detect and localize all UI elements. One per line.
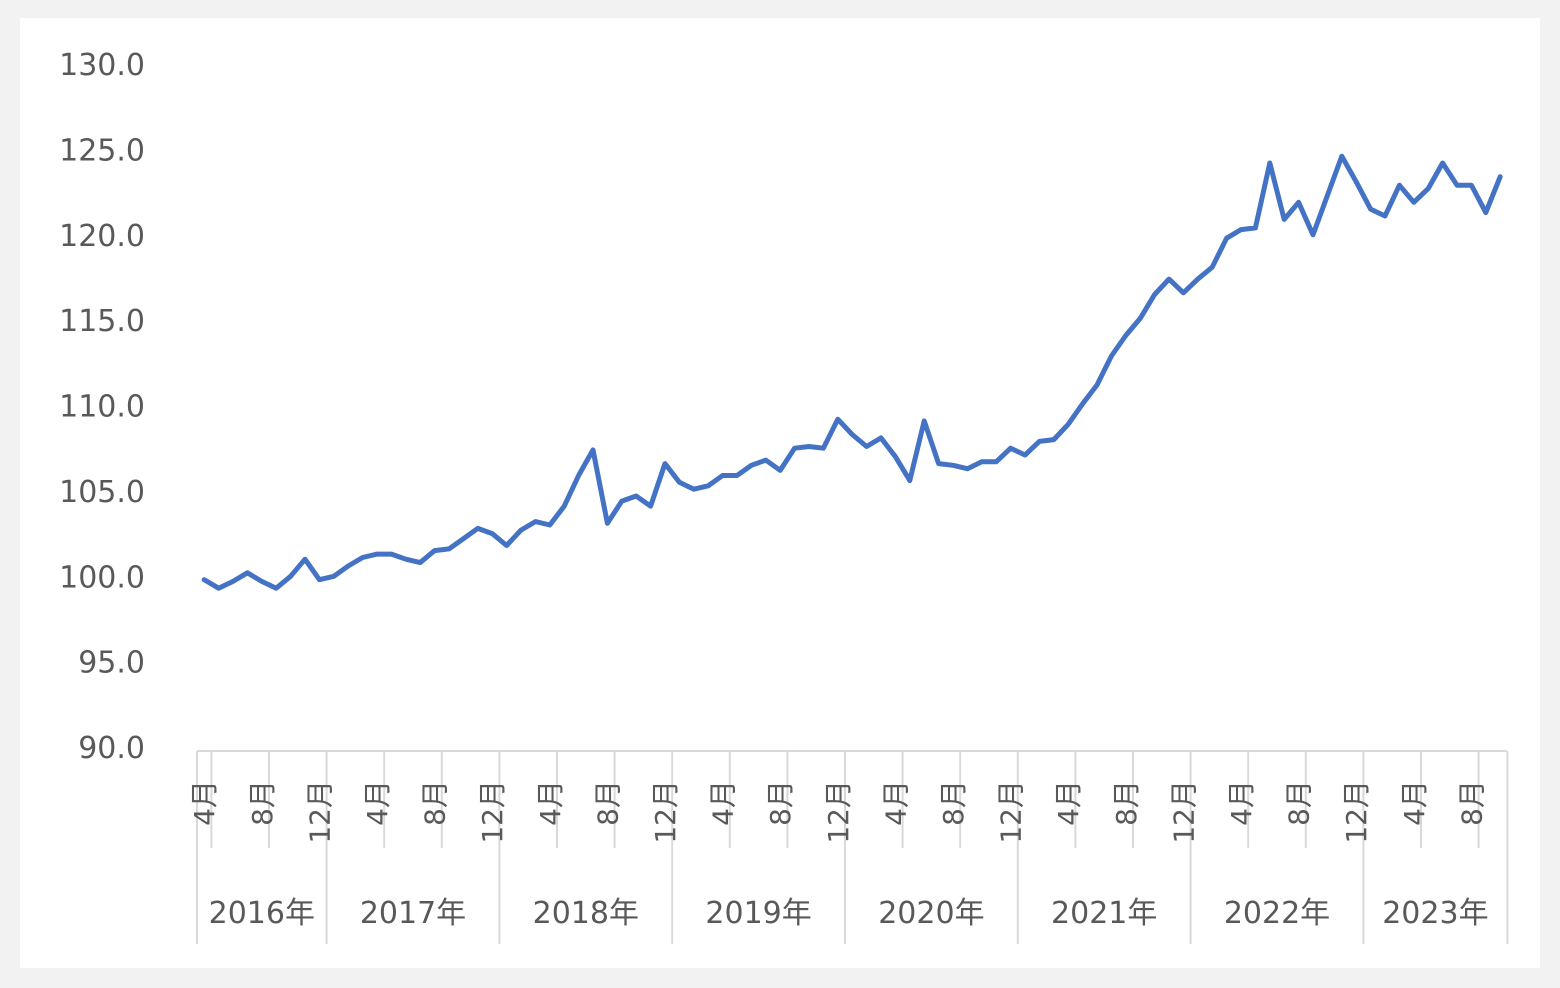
month-tick-label: 12月	[303, 780, 336, 844]
month-tick-label: 8月	[1455, 780, 1488, 826]
y-tick-label: 105.0	[59, 475, 145, 510]
month-tick-label: 8月	[1283, 780, 1316, 826]
month-tick-label: 4月	[1052, 780, 1085, 826]
y-tick-label: 115.0	[59, 304, 145, 339]
month-tick-label: 4月	[188, 780, 221, 826]
month-tick-label: 4月	[1398, 780, 1431, 826]
y-tick-label: 120.0	[59, 219, 145, 254]
month-tick-label: 12月	[649, 780, 682, 844]
y-tick-label: 125.0	[59, 133, 145, 168]
year-tick-label: 2019年	[705, 896, 811, 931]
y-tick-label: 110.0	[59, 390, 145, 425]
line-chart: 90.0 95.0 100.0 105.0 110.0 115.0 120.0 125.0 13…	[59, 48, 1509, 944]
year-tick-label: 2020年	[878, 896, 984, 931]
month-tick-label: 4月	[879, 780, 912, 826]
year-tick-labels: 2016年 2017年 2018年 2019年 2020年 2021年 2022年 2023年	[209, 896, 1489, 931]
month-tick-label: 4月	[361, 780, 394, 826]
year-tick-label: 2017年	[360, 896, 466, 931]
month-tick-label: 12月	[1167, 780, 1200, 844]
series-line	[201, 153, 1503, 591]
month-tick-label: 12月	[995, 780, 1028, 844]
year-tick-label: 2023年	[1382, 896, 1488, 931]
month-tick-label: 8月	[764, 780, 797, 826]
year-tick-label: 2016年	[209, 896, 315, 931]
y-tick-label: 100.0	[59, 560, 145, 595]
month-tick-label: 4月	[707, 780, 740, 826]
chart-frame: 90.0 95.0 100.0 105.0 110.0 115.0 120.0 125.0 13…	[20, 18, 1540, 968]
y-tick-label: 95.0	[78, 646, 145, 681]
month-tick-label: 4月	[1225, 780, 1258, 826]
y-tick-label: 130.0	[59, 48, 145, 83]
month-tick-label: 8月	[419, 780, 452, 826]
month-tick-label: 12月	[1340, 780, 1373, 844]
month-tick-label: 8月	[937, 780, 970, 826]
month-tick-label: 12月	[822, 780, 855, 844]
month-tick-label: 4月	[534, 780, 567, 826]
year-tick-label: 2018年	[533, 896, 639, 931]
y-tick-labels: 90.0 95.0 100.0 105.0 110.0 115.0 120.0 125.0 13…	[59, 48, 145, 766]
month-tick-label: 8月	[591, 780, 624, 826]
series-layer	[201, 153, 1503, 591]
year-tick-label: 2022年	[1224, 896, 1330, 931]
y-tick-label: 90.0	[78, 731, 145, 766]
year-tick-label: 2021年	[1051, 896, 1157, 931]
month-tick-label: 12月	[476, 780, 509, 844]
month-tick-label: 8月	[246, 780, 279, 826]
month-tick-labels: 4月 8月 12月 4月 8月 12月 4月 8月 12月 4月 8月 12月 4月 8月 12月 4月 8月 1…	[188, 780, 1488, 844]
axis-layer	[196, 750, 1509, 944]
month-tick-label: 8月	[1110, 780, 1143, 826]
